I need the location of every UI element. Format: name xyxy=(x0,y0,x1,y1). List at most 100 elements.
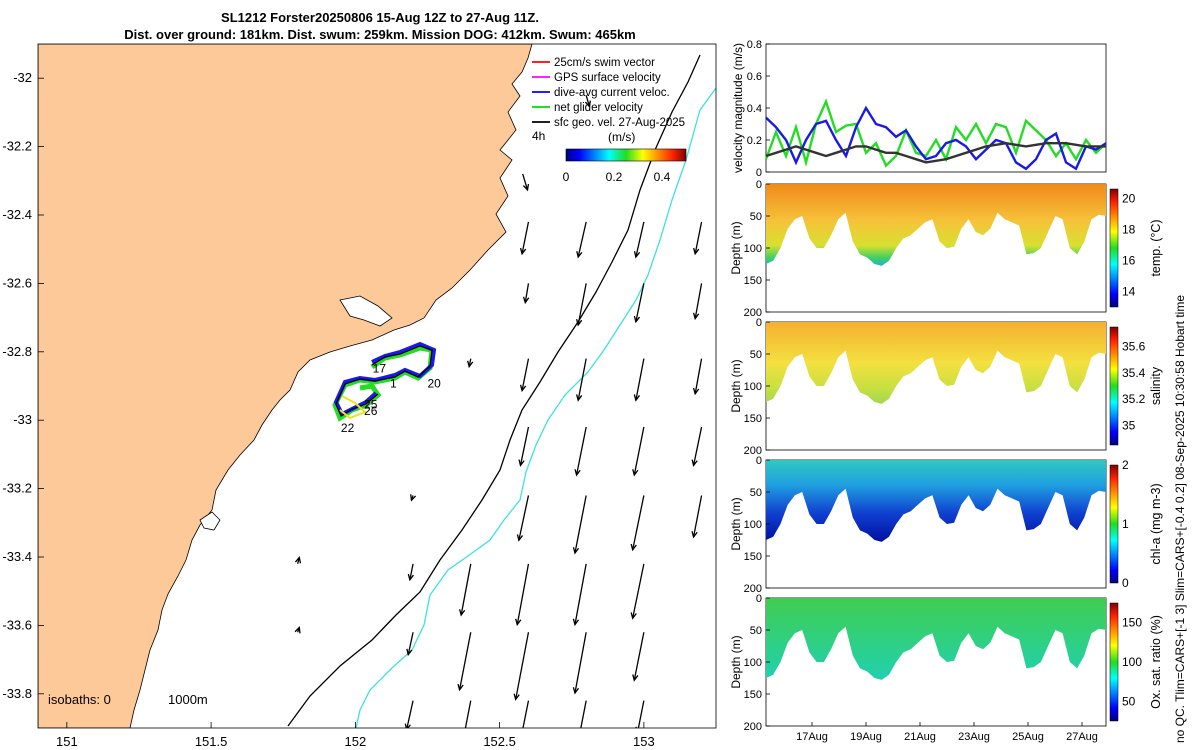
current-arrow xyxy=(294,555,302,564)
velocity-panel: 0 0.2 0.4 0.6 0.8 velocity magnitude (m/s) xyxy=(731,39,1107,179)
current-arrow xyxy=(630,563,645,620)
section-colorbar-label: chl-a (mg m-3) xyxy=(1149,483,1163,564)
section-ytick-label: 200 xyxy=(744,307,762,319)
section-ytick-label: 150 xyxy=(744,275,762,287)
section-ytick-label: 200 xyxy=(744,583,762,595)
velocity-series xyxy=(765,141,1106,164)
current-arrow xyxy=(572,495,587,555)
section-colorbar-tick: 18 xyxy=(1122,222,1136,236)
day-label: 26 xyxy=(364,404,378,418)
map-ytick-label: -32 xyxy=(13,70,32,85)
section-ytick-label: 50 xyxy=(750,211,762,223)
current-arrow xyxy=(633,358,645,402)
map-ytick-label: -33.4 xyxy=(2,549,32,564)
legend-label: sfc geo. vel. 27-Aug-2025 xyxy=(554,117,685,129)
current-arrow xyxy=(457,632,472,692)
section-ytick-label: 150 xyxy=(744,689,762,701)
section-colorbar-label: temp. (°C) xyxy=(1149,219,1163,276)
current-arrow xyxy=(630,495,645,552)
map-ytick-label: -33.2 xyxy=(2,481,32,496)
section-panel: 0 50 100 150 200 Depth (m) 20 18 16 14 temp. (°C) xyxy=(729,179,1163,319)
section-xtick-label: 27Aug xyxy=(1066,731,1098,743)
section-ylabel: Depth (m) xyxy=(729,497,743,550)
section-data-field xyxy=(766,460,1106,542)
map-axes: 151 151.5 152 152.5 153 -32 -32.2 -32.4 -32.6 -32… xyxy=(2,70,654,749)
section-ylabel: Depth (m) xyxy=(729,221,743,274)
current-arrow xyxy=(458,563,472,617)
map-xtick-label: 152 xyxy=(345,734,367,749)
day-label: 22 xyxy=(341,421,355,435)
map-ytick-label: -33.8 xyxy=(2,686,32,701)
glider-track-dive-avg xyxy=(333,341,437,417)
map-ytick-label: -33.6 xyxy=(2,617,32,632)
section-colorbar-tick: 20 xyxy=(1122,191,1136,205)
section-colorbar-tick: 35.2 xyxy=(1122,392,1146,406)
section-colorbar xyxy=(1109,464,1119,584)
current-arrow xyxy=(467,358,474,369)
current-arrow xyxy=(516,495,530,542)
isobath-200m xyxy=(287,54,701,727)
day-label: 25 xyxy=(364,398,378,412)
colorbar-tick-label: 0 xyxy=(563,170,570,184)
current-arrow xyxy=(635,700,645,728)
section-xtick-label: 17Aug xyxy=(796,731,828,743)
section-ytick-label: 0 xyxy=(756,593,762,605)
current-arrow xyxy=(691,426,703,467)
section-ytick-label: 0 xyxy=(756,179,762,191)
glider-track-yellow xyxy=(339,395,367,420)
section-colorbar-tick: 35.4 xyxy=(1122,366,1146,380)
current-arrow xyxy=(574,426,587,477)
map-xtick-label: 152.5 xyxy=(483,734,516,749)
section-colorbar xyxy=(1109,326,1119,446)
map-xtick-label: 151.5 xyxy=(195,734,228,749)
section-ylabel: Depth (m) xyxy=(729,359,743,412)
section-ytick-label: 150 xyxy=(744,413,762,425)
section-panel: 0 50 100 150 200 Depth (m) 2 1 0 chl-a (mg m-3) xyxy=(729,455,1163,595)
current-arrow xyxy=(522,283,530,305)
legend-label: 25cm/s swim vector xyxy=(554,57,655,69)
section-ylabel: Depth (m) xyxy=(729,635,743,688)
section-colorbar-tick: 50 xyxy=(1122,694,1136,708)
section-data-field xyxy=(766,598,1106,680)
section-colorbar-tick: 0 xyxy=(1122,576,1129,590)
current-arrow xyxy=(584,95,592,108)
velocity-ytick-label: 0.8 xyxy=(747,39,762,51)
section-ytick-label: 200 xyxy=(744,445,762,457)
legend-note: 4h xyxy=(532,129,545,143)
figure-title-line2: Dist. over ground: 181km. Dist. swum: 25… xyxy=(124,27,636,42)
land-mass xyxy=(38,44,533,728)
section-colorbar-tick: 2 xyxy=(1122,458,1129,472)
current-arrows xyxy=(294,95,703,728)
map-frame xyxy=(37,43,717,729)
day-label: 1 xyxy=(390,377,397,391)
current-arrow xyxy=(693,221,703,256)
day-label: 17 xyxy=(373,361,387,375)
velocity-series xyxy=(764,98,1107,168)
current-arrow xyxy=(406,632,414,657)
map-xtick-label: 151 xyxy=(56,734,78,749)
map-ytick-label: -32.4 xyxy=(2,207,32,222)
current-arrow xyxy=(294,626,301,634)
current-arrow xyxy=(464,700,472,728)
section-ytick-label: 150 xyxy=(744,551,762,563)
map-ytick-label: -32.2 xyxy=(2,139,32,154)
section-colorbar xyxy=(1109,188,1119,308)
current-arrow xyxy=(515,563,530,627)
section-xtick-label: 25Aug xyxy=(1012,731,1044,743)
map-xtick-label: 153 xyxy=(633,734,655,749)
current-arrow xyxy=(519,221,530,256)
map-colorbar: (m/s) 0 0.2 0.4 xyxy=(563,130,687,184)
inlet xyxy=(199,511,221,531)
current-arrow xyxy=(519,358,530,393)
current-arrow xyxy=(407,563,415,582)
legend-label: dive-avg current veloc. xyxy=(554,87,670,99)
current-arrow xyxy=(632,426,645,477)
current-arrow xyxy=(513,632,530,701)
section-ytick-label: 100 xyxy=(744,381,762,393)
section-colorbar-tick: 100 xyxy=(1122,655,1142,669)
legend-label: GPS surface velocity xyxy=(554,72,661,84)
section-ytick-label: 50 xyxy=(750,349,762,361)
map-ytick-label: -33 xyxy=(13,412,32,427)
